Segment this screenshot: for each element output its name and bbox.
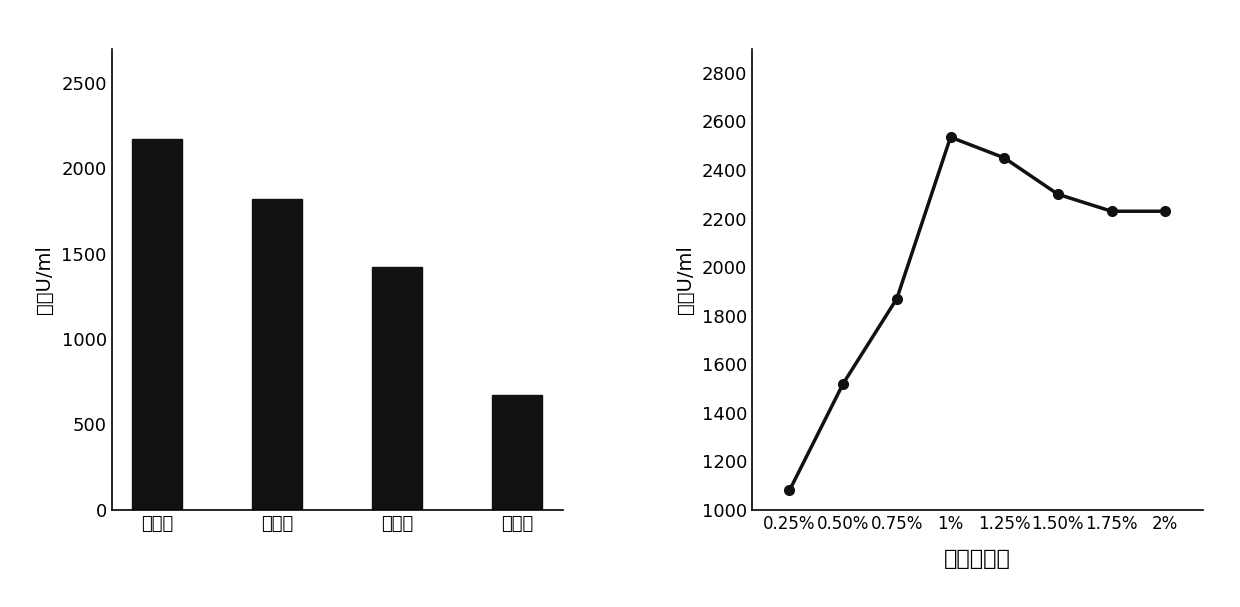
Bar [133, 139, 182, 510]
Bar [252, 199, 303, 510]
X-axis label: 干酪素含量: 干酪素含量 [944, 549, 1011, 569]
Y-axis label: 酶活U/ml: 酶活U/ml [35, 245, 55, 314]
Y-axis label: 酶活U/ml: 酶活U/ml [676, 245, 694, 314]
Bar [372, 267, 422, 510]
Bar [492, 395, 542, 510]
